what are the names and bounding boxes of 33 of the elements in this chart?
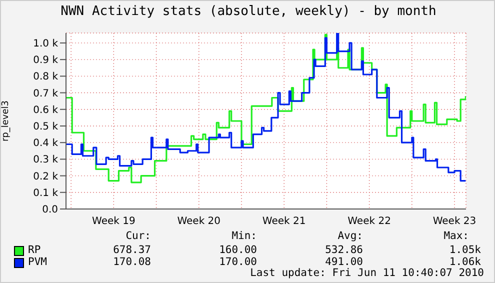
text: Avg:	[336, 230, 363, 242]
text: 170.00	[218, 256, 257, 268]
y-tick-label: 0.2 k	[33, 171, 58, 182]
text: 491.00	[324, 256, 363, 268]
x-tick-label: Week 20	[177, 216, 221, 228]
text: Min:	[230, 230, 257, 242]
text: 160.00	[218, 244, 257, 256]
y-tick-label: 0.4 k	[33, 138, 58, 150]
legend-label: PVM	[28, 256, 47, 268]
text: Max:	[442, 230, 469, 242]
x-tick-label: Week 23	[432, 216, 476, 228]
y-axis-title: rp_level3	[1, 100, 12, 142]
y-tick-label: 0.8 k	[33, 72, 58, 83]
x-tick-label: Week 19	[92, 216, 136, 228]
x-tick-label: Week 21	[262, 216, 306, 228]
text: 678.37	[112, 244, 151, 256]
y-tick-label: 0.0	[42, 204, 58, 216]
y-tick-label: 0.1 k	[33, 188, 58, 199]
text: 1.06k	[448, 256, 481, 268]
x-tick-label: Week 22	[348, 216, 391, 228]
y-tick-label: 0.7 k	[33, 88, 58, 100]
y-tick-label: 0.6 k	[33, 104, 58, 116]
y-tick-label: 0.5 k	[33, 122, 58, 133]
text: Cur:	[124, 230, 151, 242]
text: Last update: Fri Jun 11 10:40:07 2010	[249, 267, 484, 279]
legend-label: RP	[28, 244, 41, 256]
y-tick-label: 1.0 k	[33, 38, 58, 50]
text: 1.05k	[448, 244, 481, 256]
y-tick-label: 0.9 k	[33, 55, 58, 66]
text: 532.86	[324, 244, 363, 256]
chart-title: NWN Activity stats (absolute, weekly) - by month	[60, 4, 438, 19]
y-tick-label: 0.3 k	[33, 154, 58, 166]
text: 170.08	[112, 256, 151, 268]
